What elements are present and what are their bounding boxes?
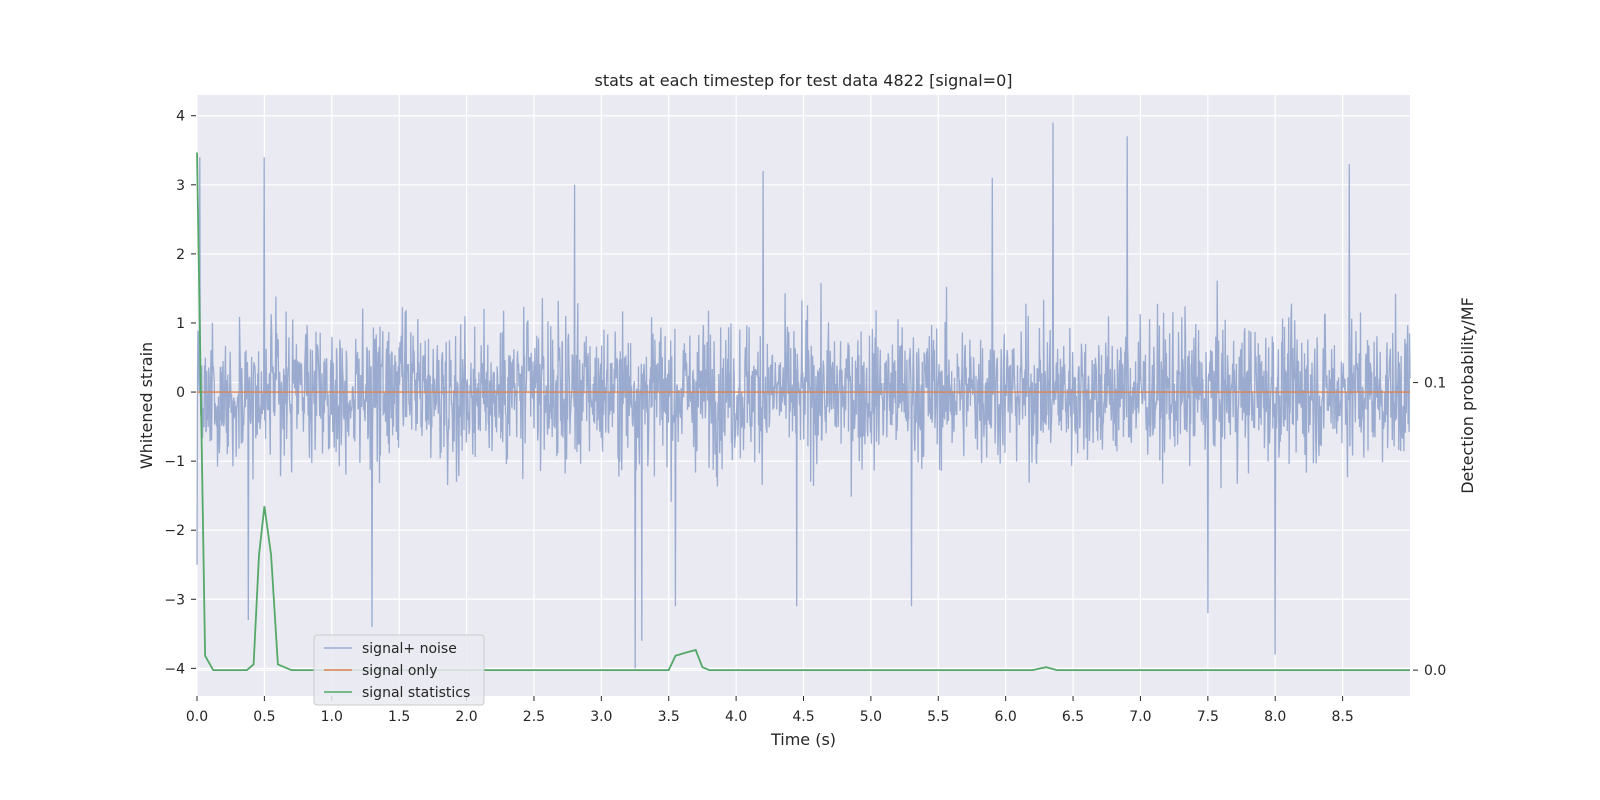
- x-tick-label: 0.5: [253, 709, 275, 725]
- x-tick-label: 3.5: [658, 709, 680, 725]
- y-tick-label: −3: [164, 592, 185, 608]
- y-tick-label: 0: [176, 385, 185, 401]
- legend: signal+ noise signal only signal statist…: [313, 634, 485, 706]
- x-tick-label: 8.5: [1331, 709, 1353, 725]
- x-tick-label: 1.5: [388, 709, 410, 725]
- x-tick-label: 2.5: [523, 709, 545, 725]
- y2-axis-label: Detection probability/MF: [1458, 297, 1477, 494]
- x-tick-label: 6.0: [995, 709, 1017, 725]
- x-tick-label: 7.5: [1197, 709, 1219, 725]
- x-tick-label: 0.0: [186, 709, 208, 725]
- x-tick-label: 4.5: [792, 709, 814, 725]
- y-tick-label: 3: [176, 178, 185, 194]
- x-tick-label: 1.0: [321, 709, 343, 725]
- x-tick-label: 5.0: [860, 709, 882, 725]
- legend-label-signal-noise: signal+ noise: [362, 641, 457, 657]
- chart-title: stats at each timestep for test data 482…: [594, 71, 1012, 90]
- series-signal-noise: [196, 122, 1411, 669]
- x-tick-label: 7.0: [1129, 709, 1151, 725]
- x-tick-label: 8.0: [1264, 709, 1286, 725]
- y-tick-label: 2: [176, 247, 185, 263]
- y-tick-label: 1: [176, 316, 185, 332]
- legend-label-signal-statistics: signal statistics: [362, 685, 470, 701]
- x-tick-label: 4.0: [725, 709, 747, 725]
- y-axis-left: −4 −3 −2 −1 0 1 2 3 4: [164, 109, 196, 677]
- y-tick-label: −1: [164, 454, 185, 470]
- series-layer: [196, 122, 1411, 671]
- y2-tick-label: 0.1: [1424, 376, 1446, 392]
- x-tick-label: 2.0: [455, 709, 477, 725]
- legend-box: [313, 634, 485, 706]
- series-signal-statistics: [196, 152, 1410, 671]
- x-axis-label: Time (s): [770, 730, 836, 749]
- y2-tick-label: 0.0: [1424, 663, 1446, 679]
- x-tick-label: 5.5: [927, 709, 949, 725]
- y-tick-label: −4: [164, 661, 185, 677]
- x-tick-label: 3.0: [590, 709, 612, 725]
- x-tick-label: 6.5: [1062, 709, 1084, 725]
- y-tick-label: 4: [176, 109, 185, 125]
- x-axis: 0.0 0.5 1.0 1.5 2.0 2.5 3.0 3.5 4.0 4.5 5.0 5.5 6.0 6…: [186, 696, 1354, 725]
- y-tick-label: −2: [164, 523, 185, 539]
- legend-label-signal-only: signal only: [362, 663, 437, 679]
- y-axis-right: 0.0 0.1: [1413, 376, 1446, 679]
- y-axis-label: Whitened strain: [137, 342, 156, 469]
